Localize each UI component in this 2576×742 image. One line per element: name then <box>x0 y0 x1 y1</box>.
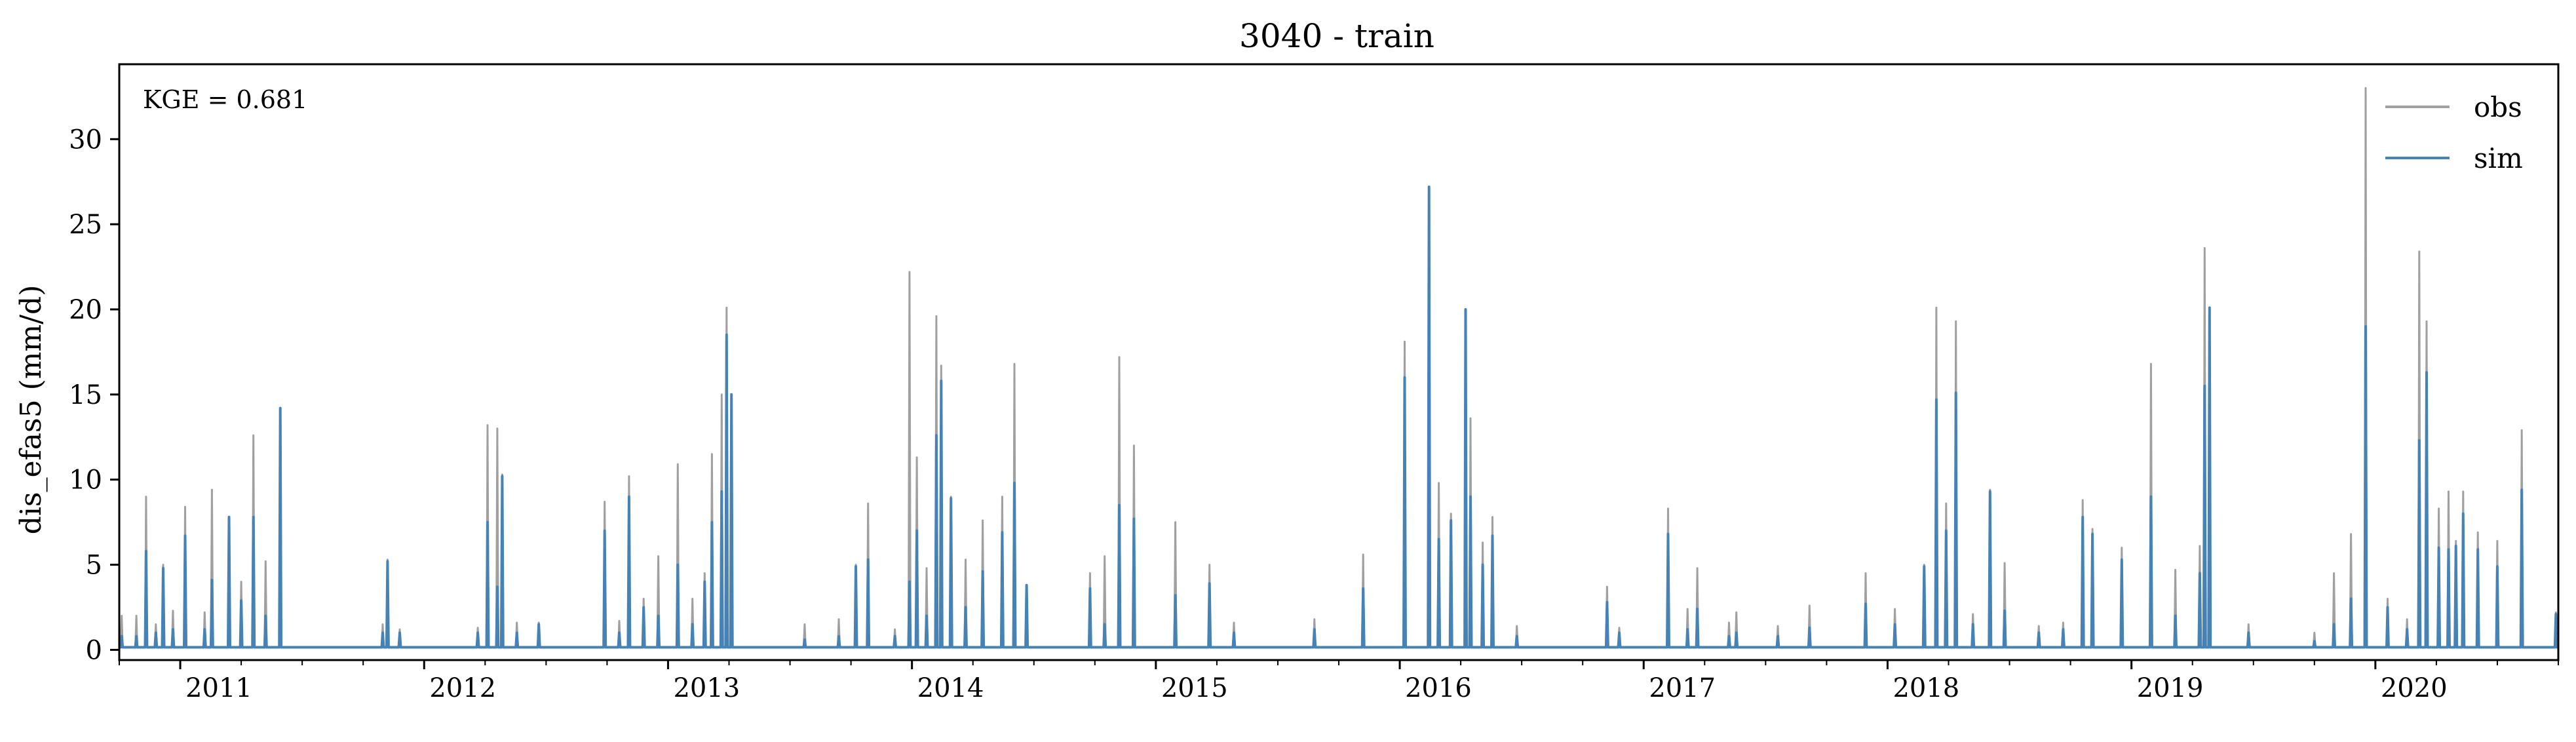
x-tick-label: 2019 <box>2137 673 2204 703</box>
y-axis: 0 5 10 15 20 25 30 <box>69 125 119 665</box>
x-tick-label: 2020 <box>2381 673 2448 703</box>
kge-annotation: KGE = 0.681 <box>143 85 307 114</box>
x-tick-label: 2014 <box>917 673 984 703</box>
y-tick-label: 20 <box>69 295 102 325</box>
x-tick-label: 2012 <box>429 673 496 703</box>
x-tick-label: 2017 <box>1649 673 1716 703</box>
plot-frame <box>118 63 2560 661</box>
legend-obs-label: obs <box>2474 91 2522 123</box>
series-layer <box>119 87 2558 649</box>
legend: obs sim <box>2385 91 2523 174</box>
y-tick-label: 10 <box>69 465 102 496</box>
y-tick-label: 5 <box>86 551 102 581</box>
series-line-sim <box>119 186 2558 649</box>
x-tick-label: 2013 <box>673 673 740 703</box>
y-tick-label: 15 <box>69 380 102 410</box>
y-tick-label: 25 <box>69 210 102 240</box>
x-tick-label: 2011 <box>185 673 252 703</box>
x-tick-label: 2016 <box>1405 673 1472 703</box>
legend-sim-label: sim <box>2474 142 2523 174</box>
chart-title: 3040 - train <box>1239 17 1434 55</box>
x-tick-label: 2018 <box>1893 673 1959 703</box>
x-axis: 2011 2012 2013 2014 2015 2016 2017 2018 2019 2020 <box>119 660 2559 703</box>
y-axis-title: dis_efas5 (mm/d) <box>14 285 48 535</box>
series-line-obs <box>119 87 2558 648</box>
y-tick-label: 30 <box>69 125 102 155</box>
x-tick-label: 2015 <box>1161 673 1228 703</box>
y-tick-label: 0 <box>86 635 102 665</box>
